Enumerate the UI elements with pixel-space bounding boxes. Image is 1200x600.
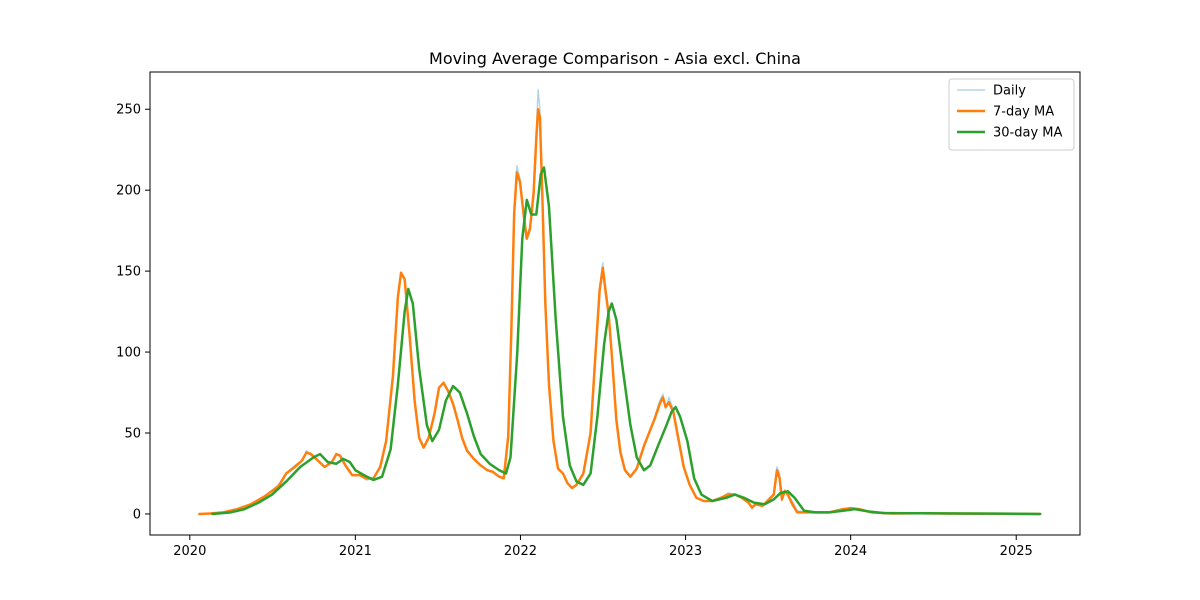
y-tick-label: 50 xyxy=(124,427,141,442)
legend-label: Daily xyxy=(993,84,1026,99)
series-line-30-day-ma xyxy=(211,166,1042,516)
x-tick-label: 2022 xyxy=(504,544,537,559)
legend-label: 7-day MA xyxy=(993,105,1054,120)
legend-label: 30-day MA xyxy=(993,126,1062,141)
x-tick-label: 2023 xyxy=(669,544,702,559)
x-axis: 2020 2021 2022 2023 2024 2025 xyxy=(173,535,1033,559)
series-layer xyxy=(198,89,1042,516)
y-tick-label: 150 xyxy=(116,265,141,280)
x-tick-label: 2024 xyxy=(834,544,867,559)
legend: Daily 7-day MA 30-day MA xyxy=(948,78,1075,151)
y-axis: 0 50 100 150 200 250 xyxy=(116,103,150,522)
chart-title: Moving Average Comparison - Asia excl. C… xyxy=(429,49,801,68)
y-tick-label: 250 xyxy=(116,103,141,118)
plot-frame xyxy=(149,71,1081,536)
x-tick-label: 2025 xyxy=(1000,544,1033,559)
y-tick-label: 200 xyxy=(116,184,141,199)
x-tick-label: 2020 xyxy=(173,544,206,559)
y-tick-label: 0 xyxy=(133,507,141,522)
x-tick-label: 2021 xyxy=(339,544,372,559)
y-tick-label: 100 xyxy=(116,346,141,361)
